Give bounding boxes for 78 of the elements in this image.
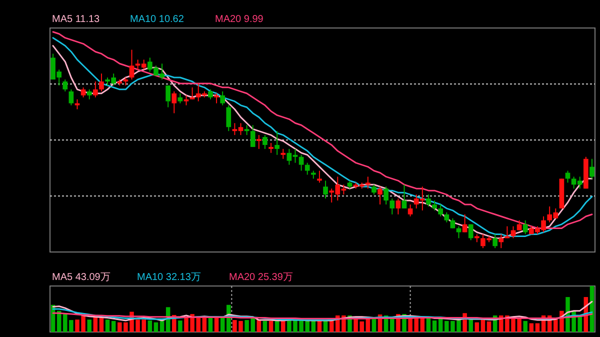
candlestick [74, 98, 80, 110]
candlestick [516, 220, 522, 231]
candlestick [438, 204, 444, 217]
candlestick [590, 158, 594, 180]
candlestick [62, 79, 68, 92]
bar [154, 322, 158, 332]
text: MA5 11.13 [52, 14, 100, 25]
candlestick [262, 134, 268, 150]
candlestick [304, 162, 310, 176]
candlestick [444, 212, 450, 223]
candlestick [323, 180, 328, 200]
bar [281, 320, 286, 332]
candlestick [280, 148, 286, 160]
bar [529, 323, 534, 332]
candlestick [250, 124, 256, 148]
candlestick [92, 80, 98, 98]
candlestick [274, 130, 280, 156]
candlestick [208, 88, 213, 100]
text: MA20 25.39万 [229, 272, 293, 283]
bar [468, 320, 473, 332]
candlestick [68, 88, 74, 106]
candlestick [244, 124, 250, 136]
bar [268, 320, 274, 332]
bar [535, 323, 540, 332]
bar [523, 320, 528, 332]
candlestick [86, 88, 92, 100]
bar [105, 320, 110, 332]
candlestick [365, 176, 370, 190]
candlestick [402, 184, 407, 209]
bar [208, 317, 213, 332]
candlestick [99, 73, 104, 92]
candlestick [184, 94, 189, 106]
bar [214, 317, 219, 332]
candlestick [298, 154, 304, 172]
candlestick [390, 198, 395, 215]
text: MA5 43.09万 [52, 272, 110, 283]
candlestick [372, 184, 376, 196]
candlestick [384, 186, 389, 205]
bar [262, 320, 268, 332]
candlestick [432, 200, 437, 211]
bar [87, 320, 92, 332]
candlestick [565, 170, 570, 184]
candlestick [256, 134, 262, 150]
candlestick [450, 218, 456, 229]
candlestick [178, 92, 183, 104]
text: MA20 9.99 [215, 14, 264, 25]
text: MA10 10.62 [130, 14, 184, 25]
candlestick [214, 92, 219, 104]
bar [202, 318, 207, 332]
candlestick [426, 194, 431, 207]
bar [432, 320, 437, 332]
bar [178, 320, 182, 332]
bar [99, 317, 104, 332]
candlestick [268, 142, 274, 154]
candlestick [468, 224, 474, 241]
candlestick [220, 90, 226, 106]
bar [390, 318, 394, 332]
bar [486, 321, 492, 332]
candlestick [492, 234, 498, 249]
candlestick [172, 90, 177, 114]
candlestick [408, 204, 413, 217]
bar [160, 320, 164, 332]
bar [111, 320, 116, 332]
bar [148, 320, 152, 332]
candlestick [317, 170, 322, 184]
candlestick [226, 104, 232, 132]
bar [93, 317, 98, 332]
bar [474, 322, 480, 332]
candlestick [396, 198, 401, 215]
text: MA10 32.13万 [137, 272, 201, 283]
candlestick [166, 84, 171, 108]
candlestick [522, 220, 528, 235]
candlestick [498, 234, 504, 249]
bar [480, 320, 486, 332]
candlestick [190, 86, 195, 100]
candlestick [378, 186, 382, 205]
candlestick [80, 86, 86, 98]
candlestick [129, 49, 134, 80]
